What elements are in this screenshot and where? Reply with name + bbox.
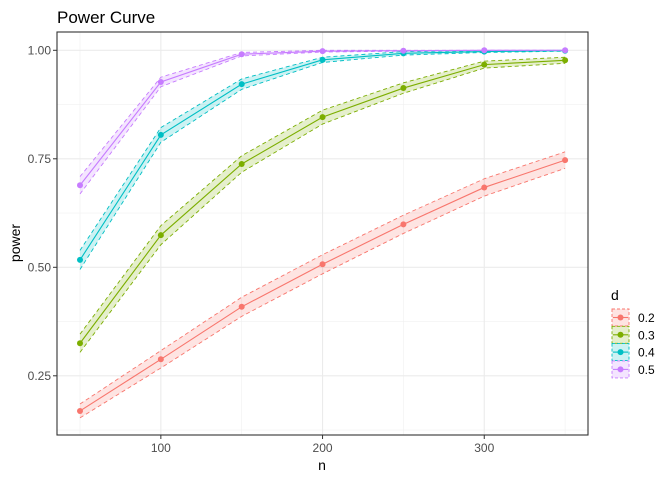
data-point-0.5 xyxy=(238,51,245,58)
y-axis-label: power xyxy=(7,224,23,262)
data-point-0.3 xyxy=(238,161,245,168)
data-point-0.2 xyxy=(77,407,83,414)
y-tick-label: 0.25 xyxy=(28,369,52,383)
data-point-0.2 xyxy=(481,184,488,191)
data-point-0.4 xyxy=(77,256,83,263)
data-point-0.3 xyxy=(400,85,407,92)
legend: d 0.2 0.3 0.4 0.5 xyxy=(611,287,655,379)
x-tick-label: 200 xyxy=(313,441,333,455)
x-tick-label: 300 xyxy=(474,441,494,455)
x-tick-label: 100 xyxy=(151,441,171,455)
x-axis-label: n xyxy=(318,457,326,473)
data-point-0.2 xyxy=(238,303,245,310)
data-point-0.5 xyxy=(319,48,326,55)
data-point-0.2 xyxy=(562,157,569,164)
data-point-0.5 xyxy=(77,182,83,189)
legend-point-0.4 xyxy=(617,349,624,356)
data-point-0.5 xyxy=(481,47,488,54)
data-point-0.5 xyxy=(562,47,569,54)
y-tick-label: 1.00 xyxy=(28,43,52,57)
data-point-0.5 xyxy=(157,78,164,85)
legend-point-0.3 xyxy=(617,331,624,338)
legend-label-0.3: 0.3 xyxy=(638,328,655,342)
data-point-0.4 xyxy=(157,131,164,138)
y-tick-label: 0.75 xyxy=(28,152,52,166)
data-point-0.3 xyxy=(562,57,569,64)
data-point-0.3 xyxy=(77,340,83,347)
lower-bound-line-0.3 xyxy=(79,62,566,353)
lower-bound-line-0.2 xyxy=(79,167,566,419)
upper-bound-line-0.3 xyxy=(79,56,566,335)
legend-title: d xyxy=(611,287,619,303)
legend-label-0.2: 0.2 xyxy=(638,311,655,325)
data-point-0.2 xyxy=(319,261,326,268)
data-point-0.3 xyxy=(481,61,488,68)
data-point-0.2 xyxy=(157,356,164,363)
legend-point-0.2 xyxy=(617,314,624,321)
data-point-0.5 xyxy=(400,47,407,54)
data-point-0.3 xyxy=(157,232,164,239)
confidence-band-0.2 xyxy=(80,151,566,418)
data-point-0.3 xyxy=(319,114,326,121)
chart-title: Power Curve xyxy=(57,8,155,27)
upper-bound-line-0.2 xyxy=(79,151,566,405)
legend-label-0.4: 0.4 xyxy=(638,346,655,360)
data-point-0.4 xyxy=(319,56,326,63)
confidence-band-0.4 xyxy=(80,50,566,270)
legend-label-0.5: 0.5 xyxy=(638,363,655,377)
data-point-0.2 xyxy=(400,221,407,228)
y-tick-label: 0.50 xyxy=(28,260,52,274)
legend-point-0.5 xyxy=(617,366,624,373)
data-point-0.4 xyxy=(238,81,245,88)
